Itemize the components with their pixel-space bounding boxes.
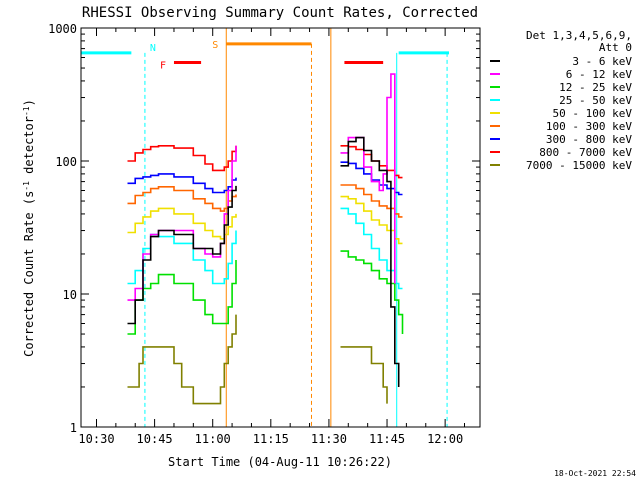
legend-entry: 800 - 7000 keV — [539, 146, 632, 159]
legend-entry: 300 - 800 keV — [546, 133, 632, 146]
band-n-label: N — [150, 43, 156, 54]
legend-entry: 3 - 6 keV — [572, 55, 632, 68]
series-line — [127, 136, 400, 387]
series-line — [127, 145, 403, 179]
y-tick-label: 10 — [63, 288, 77, 302]
series-line — [127, 161, 403, 196]
chart-title: RHESSI Observing Summary Count Rates, Co… — [82, 5, 478, 21]
y-axis-label-exp1: -1 — [22, 181, 31, 191]
legend-entry: 25 - 50 keV — [559, 94, 632, 107]
y-axis-label: Corrected Count Rate (s-1 detector-1) — [22, 99, 37, 357]
y-tick-label: 100 — [55, 155, 77, 169]
legend-entry: 50 - 100 keV — [553, 107, 633, 120]
y-axis-label-main: Corrected Count Rate (s — [22, 191, 36, 357]
y-tick-label: 1000 — [48, 22, 77, 36]
y-axis-label-mid: detector — [22, 116, 36, 181]
y-axis-label-exp2: -1 — [22, 106, 31, 116]
x-tick-label: 10:45 — [137, 432, 173, 446]
legend-entry: 12 - 25 keV — [559, 81, 632, 94]
band-s-label: S — [212, 40, 218, 51]
x-axis-label: Start Time (04-Aug-11 10:26:22) — [168, 455, 392, 469]
legend-title-line1: Det 1,3,4,5,6,9, — [526, 29, 632, 42]
x-tick-label: 12:00 — [427, 432, 463, 446]
x-tick-label: 11:15 — [253, 432, 289, 446]
series-line — [127, 250, 404, 335]
axes: 1 10 100 1000 10:30 10:45 11:00 11:15 11:30 11:45… — [48, 22, 481, 446]
x-tick-label: 10:30 — [78, 432, 114, 446]
series-line — [127, 314, 388, 405]
timestamp: 18-Oct-2021 22:54 — [554, 469, 636, 478]
series-line — [127, 73, 396, 301]
axes-frame — [80, 27, 481, 428]
series-line — [127, 184, 403, 218]
y-axis-label-end: ) — [22, 99, 36, 106]
band-f-label: F — [160, 61, 166, 72]
legend-entry: 100 - 300 keV — [546, 120, 632, 133]
x-tick-label: 11:30 — [311, 432, 347, 446]
x-tick-label: 11:00 — [195, 432, 231, 446]
series-line — [127, 207, 403, 290]
plot-area: NF S — [80, 27, 450, 427]
legend-entry: 6 - 12 keV — [566, 68, 633, 81]
legend-title-line2: Att 0 — [599, 41, 632, 54]
y-tick-label: 1 — [70, 421, 77, 435]
legend-entry: 7000 - 15000 keV — [526, 159, 632, 172]
x-tick-label: 11:45 — [369, 432, 405, 446]
